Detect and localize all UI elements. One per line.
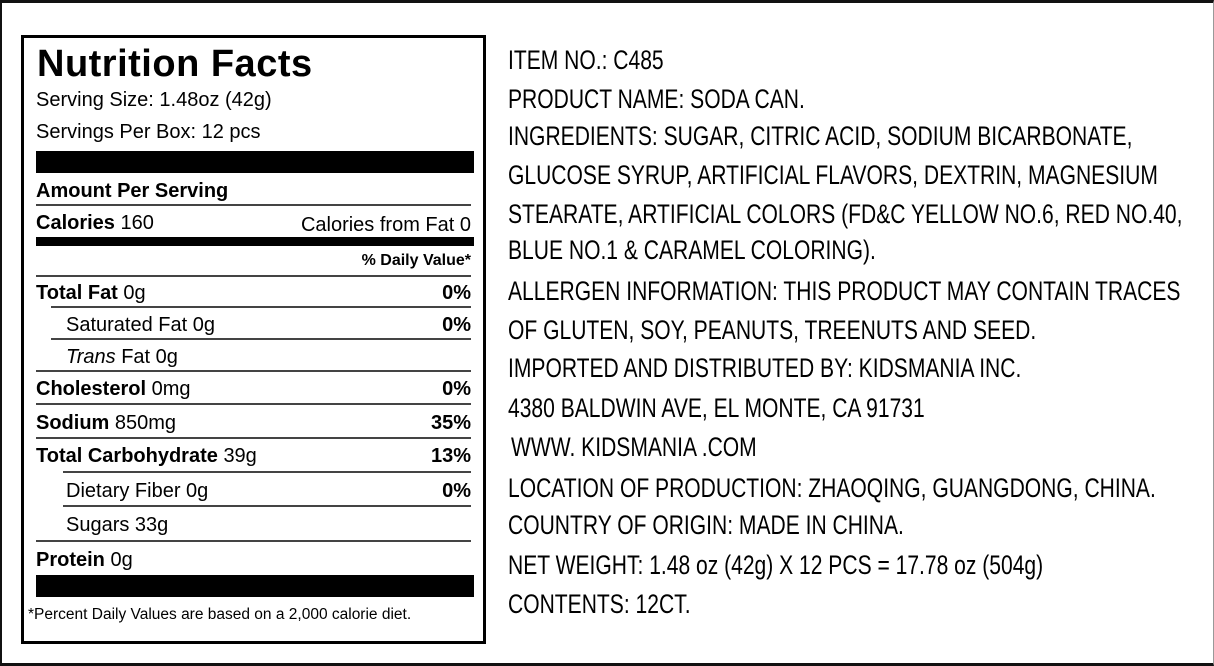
divider	[36, 403, 471, 405]
info-line: COUNTRY OF ORIGIN: MADE IN CHINA.	[508, 510, 904, 540]
calories-value: 160	[120, 212, 154, 234]
divider	[36, 437, 471, 439]
dv-saturated-fat: 0%	[442, 314, 471, 336]
divider	[36, 540, 471, 542]
divider	[51, 306, 471, 308]
nutrition-facts-panel: Nutrition Facts Serving Size: 1.48oz (42…	[21, 35, 486, 644]
thick-divider	[36, 151, 474, 173]
row-protein: Protein 0g	[36, 549, 133, 571]
row-total-carbohydrate: Total Carbohydrate 39g	[36, 445, 257, 467]
dv-dietary-fiber: 0%	[442, 480, 471, 502]
row-total-fat: Total Fat 0g	[36, 282, 146, 304]
info-line: STEARATE, ARTIFICIAL COLORS (FD&C YELLOW…	[508, 199, 1183, 229]
calories-from-fat: Calories from Fat 0	[300, 214, 471, 236]
info-line: IMPORTED AND DISTRIBUTED BY: KIDSMANIA I…	[508, 353, 1022, 383]
row-dietary-fiber: Dietary Fiber 0g	[66, 480, 209, 502]
info-line: OF GLUTEN, SOY, PEANUTS, TREENUTS AND SE…	[508, 315, 1037, 345]
servings-per-box: Servings Per Box: 12 pcs	[36, 121, 261, 143]
dv-total-fat: 0%	[442, 282, 471, 304]
dv-total-carbohydrate: 13%	[430, 445, 471, 467]
info-line: PRODUCT NAME: SODA CAN.	[508, 84, 805, 114]
nutrition-title: Nutrition Facts	[37, 43, 313, 85]
website: WWW. KIDSMANIA .COM	[511, 432, 757, 462]
info-line: 4380 BALDWIN AVE, EL MONTE, CA 91731	[508, 393, 925, 423]
footnote: *Percent Daily Values are based on a 2,0…	[28, 606, 412, 623]
serving-size: Serving Size: 1.48oz (42g)	[36, 89, 272, 111]
divider	[63, 471, 471, 473]
calories-label: Calories	[36, 212, 115, 234]
calories-row: Calories 160	[36, 211, 154, 235]
divider	[36, 204, 471, 206]
divider	[36, 275, 471, 277]
info-line: ALLERGEN INFORMATION: THIS PRODUCT MAY C…	[508, 276, 1181, 306]
dv-sodium: 35%	[430, 412, 471, 434]
dv-cholesterol: 0%	[442, 378, 471, 400]
divider	[36, 370, 471, 372]
medium-divider	[36, 237, 474, 246]
info-line: BLUE NO.1 & CARAMEL COLORING).	[508, 235, 876, 265]
divider	[63, 505, 471, 507]
row-sugars: Sugars 33g	[66, 514, 169, 536]
info-line: GLUCOSE SYRUP, ARTIFICIAL FLAVORS, DEXTR…	[508, 160, 1158, 190]
info-line: INGREDIENTS: SUGAR, CITRIC ACID, SODIUM …	[508, 121, 1133, 151]
daily-value-header: % Daily Value*	[361, 252, 471, 269]
info-line: NET WEIGHT: 1.48 oz (42g) X 12 PCS = 17.…	[508, 550, 1044, 580]
amount-per-serving: Amount Per Serving	[36, 180, 229, 202]
info-line: ITEM NO.: C485	[508, 45, 664, 75]
row-cholesterol: Cholesterol 0mg	[36, 378, 191, 400]
row-trans-fat: Trans Fat 0g	[66, 346, 178, 368]
divider	[51, 338, 471, 340]
info-line: LOCATION OF PRODUCTION: ZHAOQING, GUANGD…	[508, 473, 1156, 503]
info-line: CONTENTS: 12CT.	[508, 589, 691, 619]
row-sodium: Sodium 850mg	[36, 412, 177, 434]
thick-divider	[36, 575, 474, 597]
row-saturated-fat: Saturated Fat 0g	[66, 314, 215, 336]
